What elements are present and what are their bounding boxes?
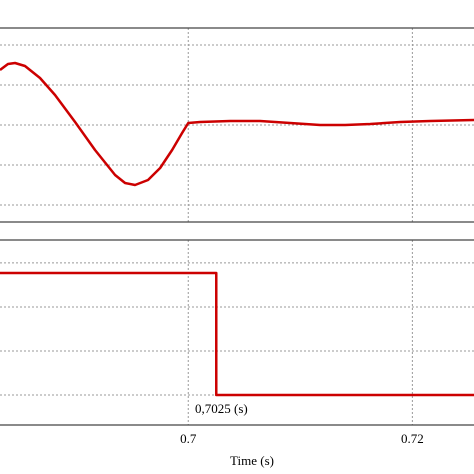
x-tick-label: 0.72 [401, 431, 424, 446]
x-axis-label: Time (s) [230, 453, 274, 468]
x-tick-label: 0.7 [180, 431, 197, 446]
series-line [0, 61, 474, 187]
series-line [0, 271, 474, 397]
annotation: 0,7025 (s) [195, 401, 248, 416]
